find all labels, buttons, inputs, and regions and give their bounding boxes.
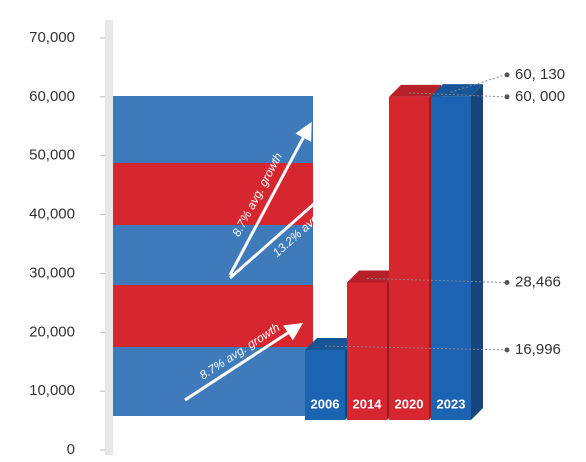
leader-line (450, 74, 506, 93)
y-tick-label: 10,000 (29, 382, 75, 399)
year-label: 2006 (311, 396, 340, 411)
leader-line (366, 277, 506, 283)
backdrop-band (113, 163, 313, 225)
growth-arrow (229, 147, 378, 280)
leader-dot (504, 279, 510, 285)
bars: 2006 2014 2020 2023 (305, 84, 483, 420)
value-label: 28,466 (515, 273, 561, 290)
bar-top (431, 84, 483, 97)
y-tick-label: 40,000 (29, 206, 75, 223)
bar-top (305, 337, 357, 350)
leader-dot (504, 347, 510, 353)
y-tick-label: 30,000 (29, 264, 75, 281)
leader-line (408, 92, 506, 98)
axis-strip (105, 20, 113, 455)
year-label: 2014 (353, 396, 383, 411)
bar (431, 96, 471, 420)
leader-dot (504, 94, 510, 100)
y-tick-label: 20,000 (29, 323, 75, 340)
y-tick-label: 70,000 (29, 29, 75, 46)
bar-top (347, 270, 399, 283)
y-tick-label: 50,000 (29, 147, 75, 164)
leader-dot (504, 72, 510, 78)
growth-arrow (228, 121, 312, 276)
bar-side (471, 84, 483, 420)
bar (305, 349, 345, 420)
year-label: 2023 (437, 396, 466, 411)
value-label: 16,996 (515, 341, 561, 358)
y-tick-label: 60,000 (29, 88, 75, 105)
bar (347, 282, 387, 420)
value-label: 60, 000 (515, 88, 565, 105)
bar (389, 96, 429, 420)
y-tick-label: 0 (67, 441, 75, 458)
growth-arrow (184, 323, 304, 402)
backdrop (113, 96, 313, 416)
year-label: 2020 (395, 396, 424, 411)
bar-top (389, 84, 441, 97)
value-label: 60, 130 (515, 66, 565, 83)
